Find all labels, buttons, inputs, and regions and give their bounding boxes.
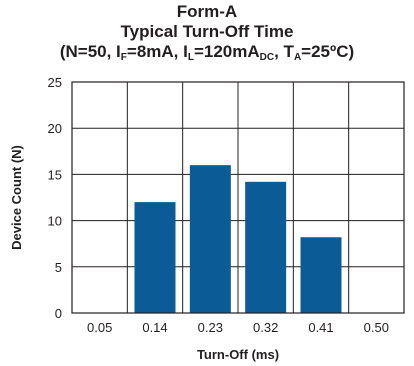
y-tick-label: 10 <box>48 214 62 229</box>
y-tick-label: 20 <box>48 121 62 136</box>
bar <box>245 181 287 313</box>
x-tick-label: 0.50 <box>364 320 389 335</box>
x-tick-label: 0.14 <box>142 320 167 335</box>
y-tick-label: 0 <box>55 306 62 321</box>
y-tick-label: 5 <box>55 260 62 275</box>
grid-lines <box>72 81 404 314</box>
bar <box>189 165 231 313</box>
x-tick-label: 0.23 <box>198 320 223 335</box>
subscript-dc: DC <box>259 52 275 63</box>
subtitle-part: , T <box>274 42 294 61</box>
subtitle-part: =8mA, I <box>126 42 188 61</box>
bar <box>134 202 176 313</box>
y-tick-labels: 0 5 10 15 20 25 <box>48 75 62 321</box>
bar <box>300 237 342 313</box>
subscript-f: F <box>120 52 127 63</box>
chart-subtitle-conditions: (N=50, IF=8mA, IL=120mADC, TA=25ºC) <box>0 42 414 63</box>
plot-frame <box>71 81 405 314</box>
subtitle-part: =25ºC) <box>301 42 355 61</box>
chart-title-line-2: Typical Turn-Off Time <box>120 22 294 41</box>
subscript-a: A <box>293 52 302 63</box>
chart-title-line-1: Form-A <box>176 2 238 21</box>
x-tick-label: 0.41 <box>308 320 333 335</box>
subtitle-part: (N=50, I <box>59 42 121 61</box>
subtitle-part: =120mA <box>193 42 260 61</box>
y-tick-label: 15 <box>48 167 62 182</box>
subscript-l: L <box>187 52 194 63</box>
y-axis-label: Device Count (N) <box>9 145 24 250</box>
y-tick-label: 25 <box>48 75 62 90</box>
x-tick-label: 0.05 <box>87 320 112 335</box>
x-tick-labels: 0.05 0.14 0.23 0.32 0.41 0.50 <box>87 320 389 335</box>
plot-border <box>71 81 405 314</box>
bars <box>134 165 342 313</box>
x-tick-label: 0.32 <box>253 320 278 335</box>
x-axis-label: Turn-Off (ms) <box>197 347 279 362</box>
